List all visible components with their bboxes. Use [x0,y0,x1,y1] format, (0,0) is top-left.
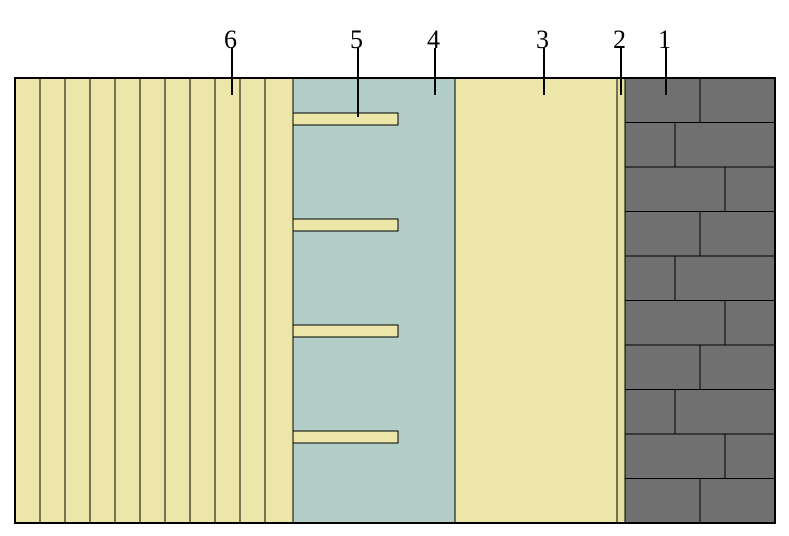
callout-label-6: 6 [224,27,237,53]
callout-label-4: 4 [427,27,440,53]
callout-label-3: 3 [536,27,549,53]
diagram-svg [0,0,789,536]
callout-label-2: 2 [613,27,626,53]
callout-label-1: 1 [658,27,671,53]
callout-label-5: 5 [350,27,363,53]
wall-section-diagram: 6 5 4 3 2 1 [0,0,789,536]
